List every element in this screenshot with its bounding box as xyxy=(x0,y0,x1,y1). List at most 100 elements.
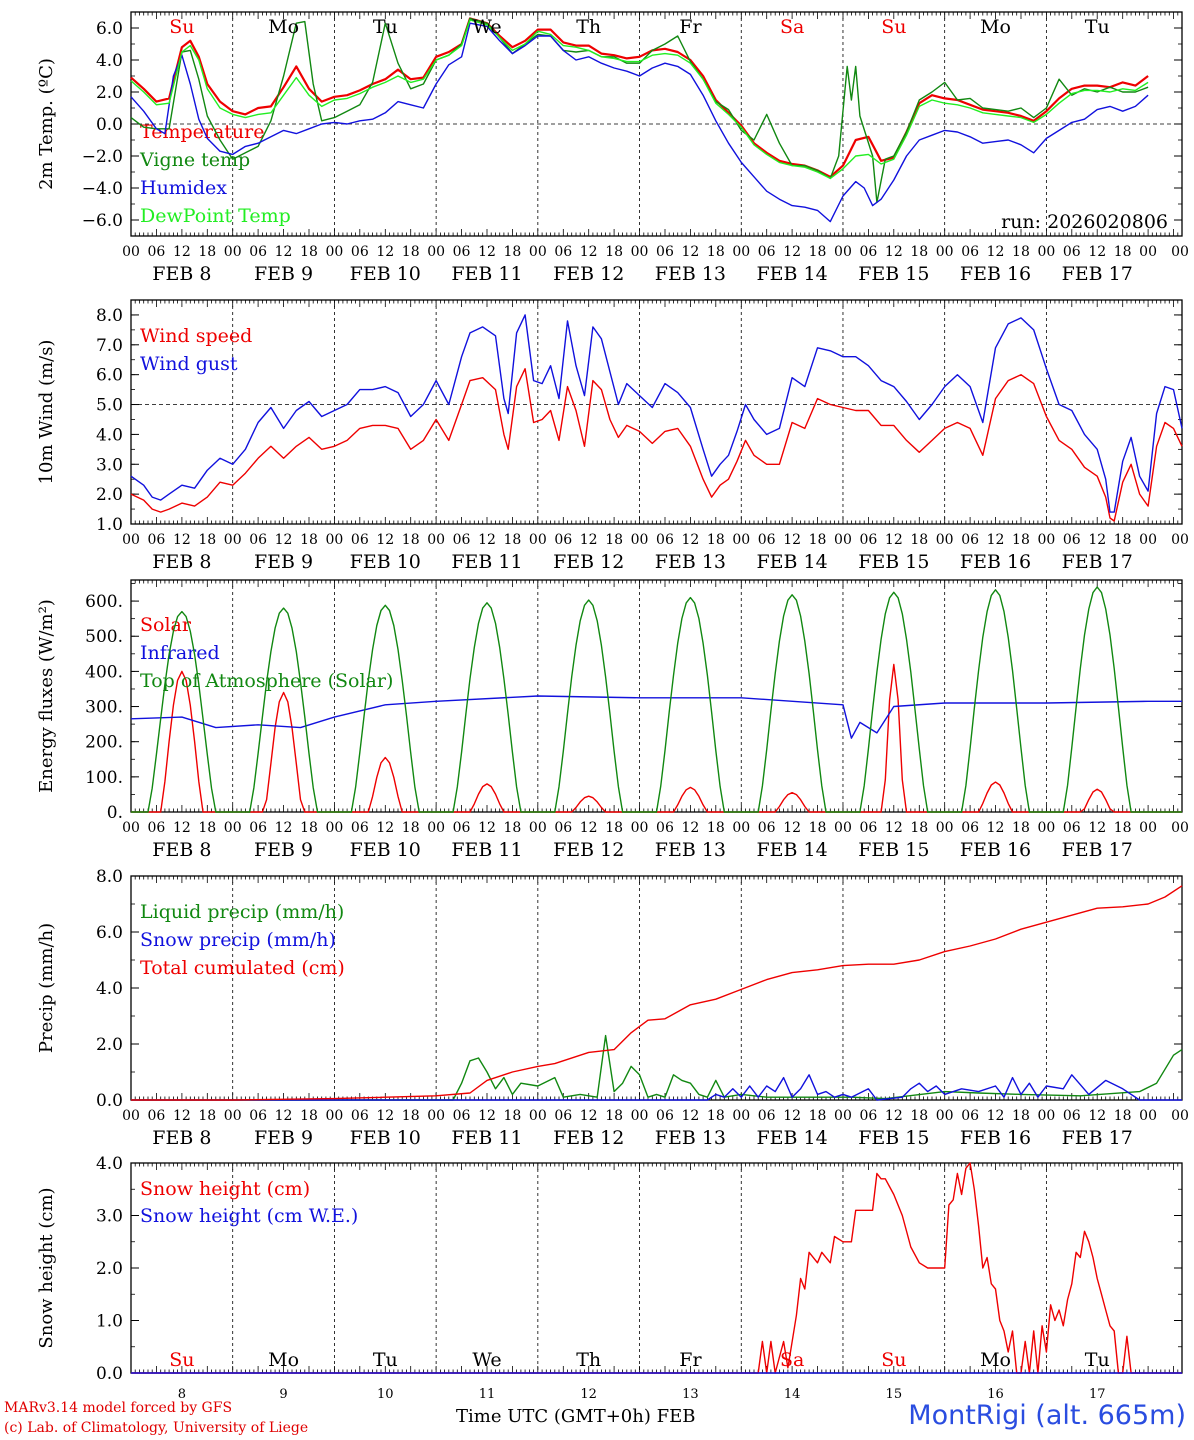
x-hour-label: 00 xyxy=(427,820,445,836)
x-hour-label: 06 xyxy=(1063,532,1081,548)
x-hour-label: 12 xyxy=(478,532,496,548)
x-hour-label: 12 xyxy=(987,1108,1005,1124)
x-day-label: FEB 15 xyxy=(858,839,929,861)
y-tick-label: 7.0 xyxy=(96,336,123,356)
x-hour-label: 06 xyxy=(554,244,572,260)
x-hour-label: 00 xyxy=(732,532,750,548)
y-tick-label: 0.0 xyxy=(96,115,123,135)
x-hour-label: 12 xyxy=(1088,820,1106,836)
x-day-label: FEB 13 xyxy=(655,551,726,573)
y-tick-label: 2.0 xyxy=(96,485,123,505)
y-tick-label: 2.0 xyxy=(96,1035,123,1055)
x-day-label: FEB 10 xyxy=(350,839,421,861)
x-hour-label: 06 xyxy=(351,1108,369,1124)
x-hour-label: 00 xyxy=(1037,532,1055,548)
y-tick-label: 6.0 xyxy=(96,366,123,386)
y-tick-label: 400. xyxy=(85,662,123,682)
series-wind-gust xyxy=(130,314,1183,513)
legend-entry: Wind speed xyxy=(140,325,252,347)
y-tick-label: 5.0 xyxy=(96,396,123,416)
x-hour-label: 12 xyxy=(987,532,1005,548)
x-hour-label: 12 xyxy=(376,532,394,548)
x-hour-label: 00 xyxy=(122,532,140,548)
panel-frame-wind xyxy=(130,299,1183,525)
x-day-label: FEB 10 xyxy=(350,1127,421,1149)
x-hour-label: 18 xyxy=(1114,244,1132,260)
y-tick-label: 4.0 xyxy=(96,51,123,71)
x-hour-label: 12 xyxy=(580,244,598,260)
x-hour-label: 12 xyxy=(987,244,1005,260)
x-hour-label: 00 xyxy=(1171,1108,1189,1124)
y-tick-label: 4.0 xyxy=(96,1154,123,1174)
y-tick-label: 500. xyxy=(85,627,123,647)
x-hour-label: 18 xyxy=(1012,820,1030,836)
x-hour-label: 18 xyxy=(605,244,623,260)
x-hour-label: 00 xyxy=(732,820,750,836)
x-hour-label: 12 xyxy=(376,244,394,260)
x-hour-label: 12 xyxy=(783,1108,801,1124)
y-axis-title-wind: 10m Wind (m/s) xyxy=(36,340,57,485)
day-abbr-bottom: Th xyxy=(576,1349,601,1371)
x-hour-label: 00 xyxy=(326,1108,344,1124)
x-hour-label: 00 xyxy=(631,532,649,548)
day-abbr-top: Tu xyxy=(1085,16,1110,38)
legend-entry: DewPoint Temp xyxy=(140,205,291,227)
x-hour-label: 06 xyxy=(148,244,166,260)
x-hour-label: 12 xyxy=(885,244,903,260)
x-day-label: FEB 10 xyxy=(350,263,421,285)
x-ticks-snow xyxy=(130,1163,1183,1373)
x-hour-label: 18 xyxy=(1012,1108,1030,1124)
x-hour-label: 12 xyxy=(478,244,496,260)
x-day-label: FEB 11 xyxy=(451,263,522,285)
legend-entry: Infrared xyxy=(140,642,220,664)
x-hour-label: 00 xyxy=(326,532,344,548)
x-hour-label: 18 xyxy=(910,244,928,260)
y-tick-label: 100. xyxy=(85,768,123,788)
x-hour-label: 18 xyxy=(1012,244,1030,260)
series-humidex xyxy=(130,22,1149,223)
y-tick-label: 6.0 xyxy=(96,19,123,39)
x-day-label: FEB 12 xyxy=(553,551,624,573)
series-wind-speed xyxy=(130,368,1183,522)
x-hour-label: 18 xyxy=(605,532,623,548)
series-top-of-atmosphere-solar- xyxy=(131,586,1182,813)
x-day-label: FEB 17 xyxy=(1062,263,1133,285)
day-abbr-bottom: Fr xyxy=(679,1349,702,1371)
lab-credit: (c) Lab. of Climatology, University of L… xyxy=(4,1420,309,1436)
day-abbr-bottom: We xyxy=(472,1349,501,1371)
x-hour-label: 00 xyxy=(326,820,344,836)
x-hour-label: 18 xyxy=(910,820,928,836)
y-tick-label: 300. xyxy=(85,698,123,718)
x-hour-label: 12 xyxy=(1088,532,1106,548)
x-hour-label: 00 xyxy=(1139,532,1157,548)
x-hour-label: 00 xyxy=(936,1108,954,1124)
series-infrared xyxy=(130,695,1182,739)
day-number: 9 xyxy=(279,1387,287,1402)
day-abbr-bottom: Mo xyxy=(268,1349,299,1371)
x-ticks-wind xyxy=(130,300,1183,524)
x-day-label: FEB 9 xyxy=(254,263,313,285)
day-abbr-top: We xyxy=(472,16,501,38)
x-day-label: FEB 8 xyxy=(152,1127,211,1149)
x-hour-label: 00 xyxy=(224,820,242,836)
x-hour-label: 06 xyxy=(859,1108,877,1124)
y-tick-label: −4.0 xyxy=(82,179,123,199)
x-hour-label: 06 xyxy=(961,820,979,836)
x-hour-label: 18 xyxy=(300,244,318,260)
x-hour-label: 18 xyxy=(402,244,420,260)
x-hour-label: 00 xyxy=(834,244,852,260)
x-hour-label: 00 xyxy=(631,244,649,260)
x-hour-label: 00 xyxy=(529,820,547,836)
x-day-label: FEB 16 xyxy=(960,1127,1031,1149)
x-day-label: FEB 12 xyxy=(553,1127,624,1149)
x-hour-label: 00 xyxy=(1037,244,1055,260)
x-hour-label: 00 xyxy=(326,244,344,260)
x-hour-label: 12 xyxy=(275,1108,293,1124)
x-day-label: FEB 15 xyxy=(858,551,929,573)
x-hour-label: 12 xyxy=(987,820,1005,836)
x-hour-label: 12 xyxy=(681,820,699,836)
x-hour-label: 12 xyxy=(478,820,496,836)
day-abbr-bottom: Tu xyxy=(1085,1349,1110,1371)
x-hour-label: 12 xyxy=(1088,1108,1106,1124)
x-hour-label: 06 xyxy=(351,820,369,836)
